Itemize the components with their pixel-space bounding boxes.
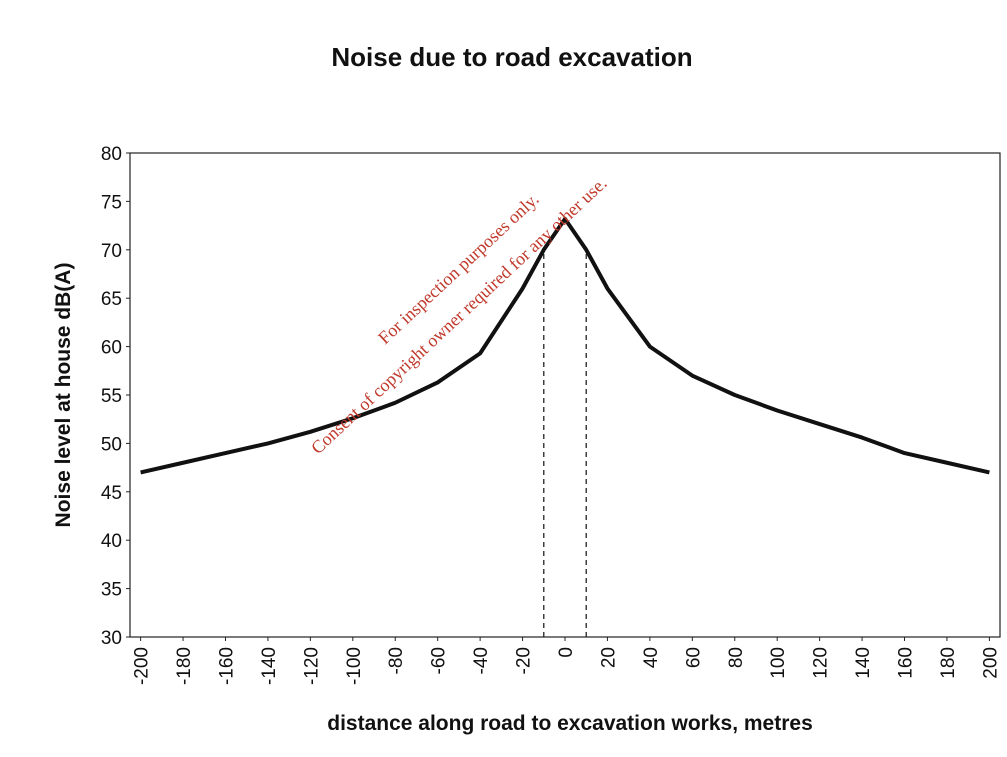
chart-title: Noise due to road excavation <box>331 42 692 72</box>
x-tick-label: 60 <box>683 647 704 668</box>
x-tick-label: 20 <box>598 647 619 668</box>
x-tick-label: -140 <box>259 647 280 685</box>
y-tick-label: 45 <box>101 483 122 504</box>
x-tick-label: 100 <box>768 647 789 679</box>
x-tick-label: 160 <box>896 647 917 679</box>
y-tick-label: 70 <box>101 241 122 262</box>
x-tick-label: -180 <box>174 647 195 685</box>
x-tick-label: -160 <box>216 647 237 685</box>
x-tick-label: 200 <box>980 647 1001 679</box>
x-tick-label: -80 <box>386 647 407 674</box>
x-tick-label: 180 <box>938 647 959 679</box>
x-tick-label: -200 <box>132 647 153 685</box>
x-tick-label: -20 <box>514 647 535 674</box>
y-tick-label: 40 <box>101 531 122 552</box>
y-tick-label: 55 <box>101 386 122 407</box>
y-tick-label: 50 <box>101 434 122 455</box>
x-tick-label: 140 <box>853 647 874 679</box>
y-tick-label: 60 <box>101 338 122 359</box>
x-tick-label: -60 <box>429 647 450 674</box>
x-tick-label: -100 <box>344 647 365 685</box>
y-axis-label: Noise level at house dB(A) <box>52 263 75 528</box>
x-axis-label: distance along road to excavation works,… <box>327 712 813 735</box>
x-tick-label: 40 <box>641 647 662 668</box>
y-tick-label: 75 <box>101 192 122 213</box>
y-tick-label: 35 <box>101 580 122 601</box>
x-tick-label: 80 <box>726 647 747 668</box>
y-tick-label: 80 <box>101 144 122 165</box>
x-tick-label: -120 <box>301 647 322 685</box>
data-line <box>140 216 990 475</box>
watermark: Consent of copyright owner required for … <box>307 173 611 458</box>
y-tick-label: 30 <box>101 628 122 649</box>
y-tick-label: 65 <box>101 289 122 310</box>
x-tick-label: 0 <box>556 647 577 658</box>
x-tick-label: 120 <box>811 647 832 679</box>
x-tick-label: -40 <box>471 647 492 674</box>
